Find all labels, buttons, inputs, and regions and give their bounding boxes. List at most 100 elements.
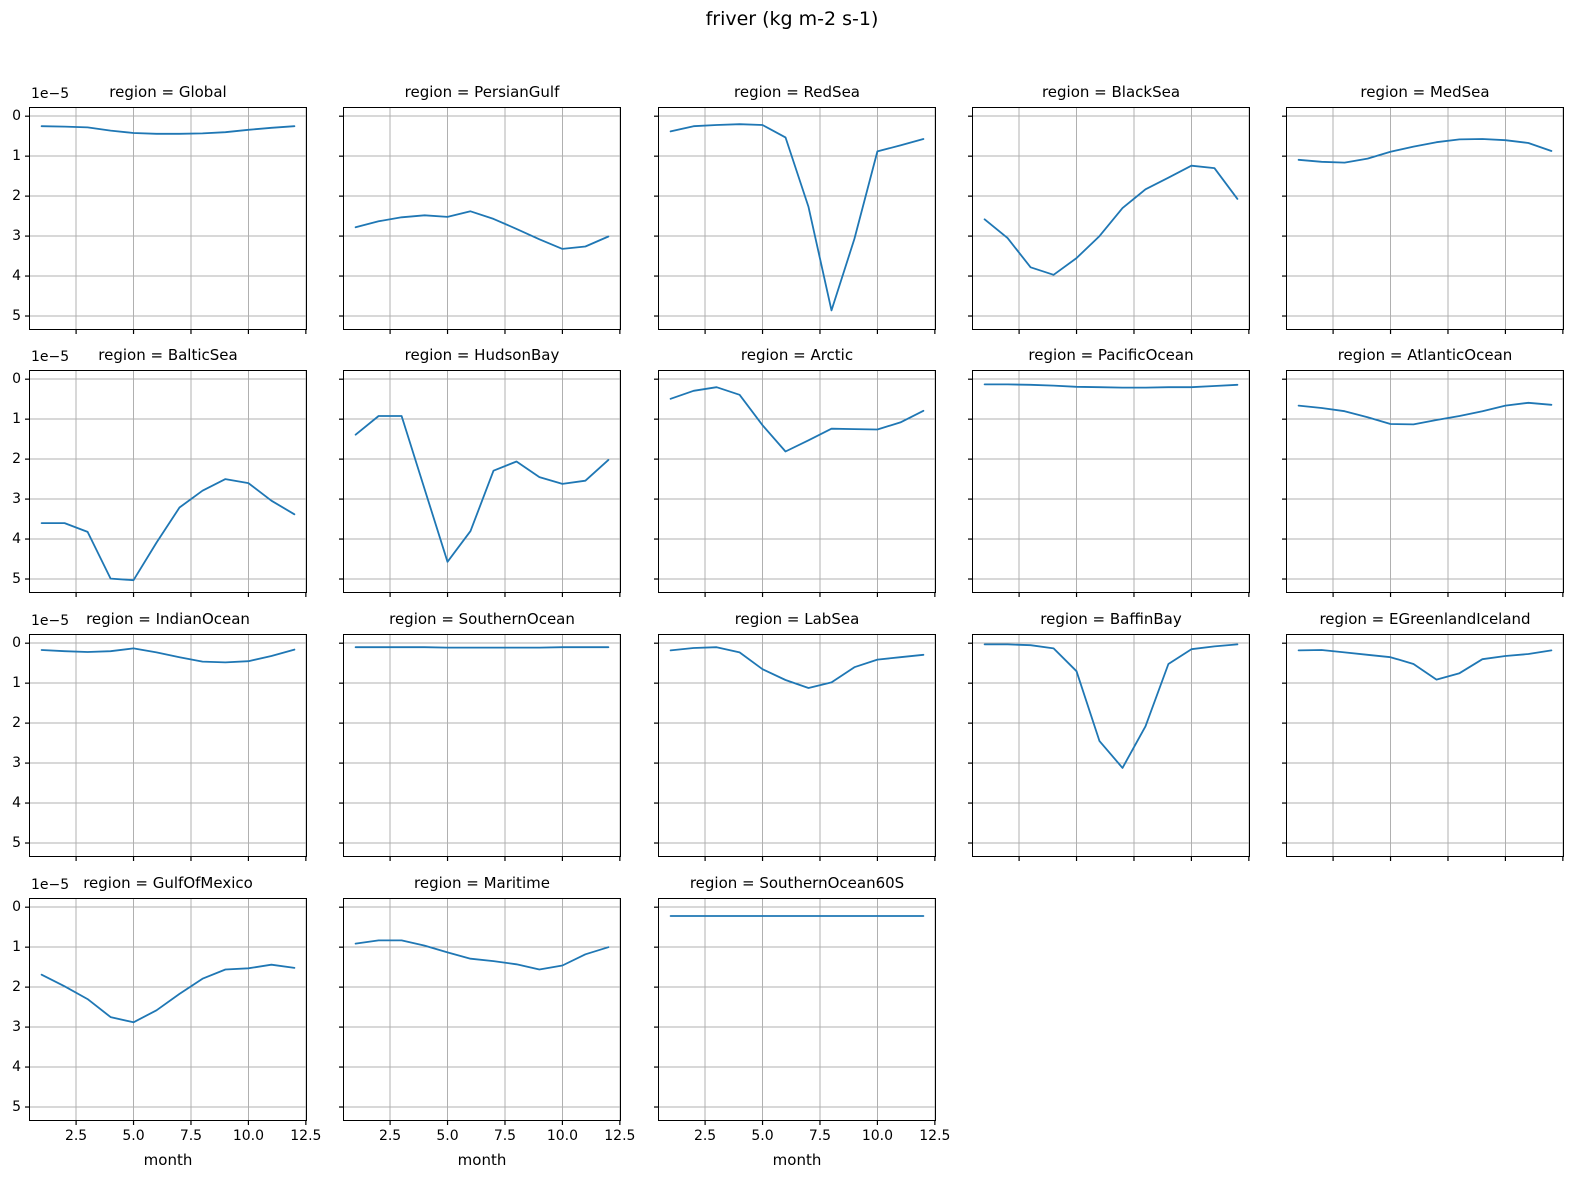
x-tick-label: 12.5 [290,1128,322,1144]
facet-plot-BaffinBay [968,634,1250,861]
facet-title-EGreenlandIceland: region = EGreenlandIceland [1319,610,1531,628]
data-line-GulfOfMexico [40,963,296,1024]
facet-title-LabSea: region = LabSea [734,610,860,628]
x-tick-label: 7.5 [179,1128,203,1144]
facet-title-BlackSea: region = BlackSea [1041,83,1181,101]
data-line-BaffinBay [983,643,1239,769]
y-tick-label: 5 [12,571,21,587]
facet-title-BaffinBay: region = BaffinBay [1040,610,1182,628]
data-line-HudsonBay [354,415,610,563]
facet-title-PersianGulf: region = PersianGulf [404,83,560,101]
axes-spines [972,370,1250,593]
x-tick-label: 5.0 [751,1128,774,1144]
facet-title-Arctic: region = Arctic [740,346,854,364]
facet-title-SouthernOcean: region = SouthernOcean [389,610,575,628]
axes-spines [658,634,936,857]
facet-plot-RedSea [654,107,936,334]
y-tick-label: 4 [12,1059,21,1076]
axes-spines [1286,370,1564,593]
axes-spines [29,898,307,1121]
facet-plot-BalticSea [25,370,307,597]
axes-spines [658,898,936,1121]
y-tick-label: 4 [12,531,21,548]
axes-spines [1286,634,1564,857]
x-tick-label: 5.0 [122,1128,145,1144]
y-tick-label: 0 [12,899,21,916]
data-line-AtlanticOcean [1297,401,1553,426]
facet-plot-Maritime [339,898,621,1125]
x-axis-label: month [772,1151,822,1169]
y-tick-label: 5 [12,835,21,851]
x-tick-label: 2.5 [378,1128,402,1144]
facet-plot-GulfOfMexico [25,898,307,1125]
axes-spines [343,370,621,593]
data-line-IndianOcean [40,647,296,664]
facet-plot-PacificOcean [968,370,1250,597]
y-tick-label: 5 [12,1099,21,1115]
y-tick-label: 2 [12,188,21,205]
axes-spines [658,370,936,593]
axes-spines [29,370,307,593]
facet-title-Global: region = Global [109,83,227,101]
facet-plot-IndianOcean [25,634,307,861]
axes-spines [658,107,936,330]
y-axis-offset-label: 1e−5 [31,877,70,893]
data-line-RedSea [669,123,925,312]
y-tick-label: 3 [12,1019,21,1036]
facet-plot-AtlanticOcean [1282,370,1564,597]
facet-title-BalticSea: region = BalticSea [98,346,238,364]
facet-plot-PersianGulf [339,107,621,334]
y-tick-label: 0 [12,108,21,125]
facet-title-MedSea: region = MedSea [1360,83,1490,101]
y-axis-offset-label: 1e−5 [31,613,70,629]
x-tick-label: 10.0 [861,1128,893,1144]
y-tick-label: 5 [12,308,21,324]
y-tick-label: 1 [12,675,21,692]
facet-title-Maritime: region = Maritime [414,874,550,892]
data-line-Global [40,125,296,135]
facet-title-IndianOcean: region = IndianOcean [86,610,250,628]
facet-title-RedSea: region = RedSea [734,83,860,101]
x-tick-label: 2.5 [64,1128,88,1144]
y-axis-offset-label: 1e−5 [31,349,70,365]
x-tick-label: 7.5 [493,1128,517,1144]
facet-plot-EGreenlandIceland [1282,634,1564,861]
data-line-BalticSea [40,478,296,582]
y-axis-offset-label: 1e−5 [31,86,70,102]
facet-plot-SouthernOcean [339,634,621,861]
data-line-LabSea [669,646,925,689]
x-tick-label: 10.0 [232,1128,264,1144]
facet-title-GulfOfMexico: region = GulfOfMexico [83,874,253,892]
y-tick-label: 1 [12,411,21,428]
facet-title-PacificOcean: region = PacificOcean [1028,346,1194,364]
facet-title-AtlanticOcean: region = AtlanticOcean [1337,346,1513,364]
y-tick-label: 1 [12,939,21,956]
axes-spines [29,634,307,857]
axes-spines [29,107,307,330]
x-tick-label: 7.5 [808,1128,832,1144]
axes-spines [343,107,621,330]
y-tick-label: 4 [12,795,21,812]
data-line-PersianGulf [354,210,610,250]
axes-spines [972,634,1250,857]
y-tick-label: 3 [12,755,21,772]
facet-title-SouthernOcean60S: region = SouthernOcean60S [689,874,905,892]
facet-plot-HudsonBay [339,370,621,597]
y-tick-label: 0 [12,635,21,652]
y-tick-label: 3 [12,491,21,508]
data-line-Arctic [669,386,925,453]
data-line-MedSea [1297,138,1553,164]
facet-plot-BlackSea [968,107,1250,334]
y-tick-label: 2 [12,979,21,996]
data-line-BlackSea [983,164,1239,276]
y-tick-label: 2 [12,715,21,732]
facet-plot-Global [25,107,307,334]
facet-plot-SouthernOcean60S [654,898,936,1125]
y-tick-label: 2 [12,451,21,468]
data-line-PacificOcean [983,383,1239,389]
x-axis-label: month [143,1151,193,1169]
x-tick-label: 2.5 [693,1128,717,1144]
y-tick-label: 4 [12,268,21,285]
x-tick-label: 12.5 [604,1128,636,1144]
y-tick-label: 3 [12,228,21,245]
